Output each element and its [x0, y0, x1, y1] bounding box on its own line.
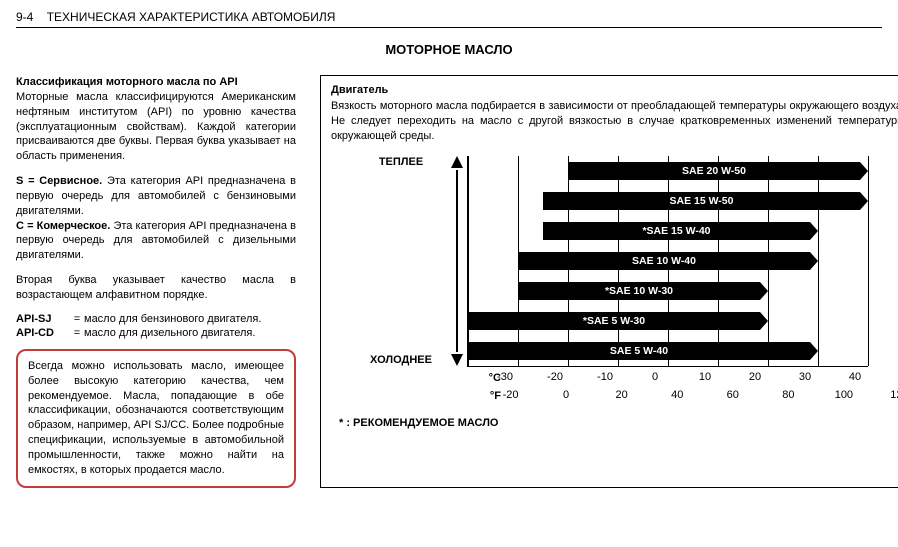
equals-sign: = [70, 327, 84, 339]
axis-tick: 20 [616, 389, 628, 401]
axis-f-unit: °F [467, 390, 505, 402]
axis-tick: -20 [547, 371, 563, 383]
axis-tick: -10 [597, 371, 613, 383]
axis-tick: 10 [699, 371, 711, 383]
page-header: 9-4 ТЕХНИЧЕСКАЯ ХАРАКТЕРИСТИКА АВТОМОБИЛ… [16, 10, 882, 28]
label-warmer: ТЕПЛЕЕ [379, 156, 423, 168]
oil-bar: SAE 10 W-40 [518, 252, 810, 270]
right-column: Двигатель Вязкость моторного масла подби… [320, 75, 898, 488]
axis-tick: 120 [890, 389, 898, 401]
axis-fahrenheit: °F -20 0 20 40 60 80 100 120 [467, 389, 898, 403]
api-sj-term: API-SJ [16, 313, 70, 325]
axis-celsius: °C -30-20-1001020304050 [467, 371, 898, 385]
oil-bar: *SAE 10 W-30 [518, 282, 760, 300]
axis-tick: -20 [503, 389, 519, 401]
c-term: C = Комерческое. [16, 220, 110, 232]
gridline [868, 156, 869, 366]
api-cd-term: API-CD [16, 327, 70, 339]
arrow-up-icon [451, 156, 463, 168]
axis-f-ticks: -20 0 20 40 60 80 100 120 [505, 389, 898, 403]
engine-body: Вязкость моторного масла подбирается в з… [331, 99, 898, 144]
oil-bar: *SAE 15 W-40 [543, 222, 810, 240]
second-letter-text: Вторая буква указывает качество масла в … [16, 273, 296, 303]
engine-title: Двигатель [331, 84, 898, 96]
axis-tick: 40 [671, 389, 683, 401]
main-title: МОТОРНОЕ МАСЛО [16, 42, 882, 57]
note-text: Всегда можно использовать масло, имеющее… [28, 360, 284, 476]
gridline [468, 156, 469, 366]
temperature-arrow [451, 156, 463, 366]
api-cd-row: API-CD = масло для дизельного двигателя. [16, 327, 296, 339]
chart-footnote: * : РЕКОМЕНДУЕМОЕ МАСЛО [339, 417, 898, 429]
oil-bar: *SAE 5 W-30 [468, 312, 760, 330]
axis-tick: 60 [727, 389, 739, 401]
axis-tick: 80 [782, 389, 794, 401]
oil-bar: SAE 5 W-40 [468, 342, 810, 360]
s-term: S = Сервисное. [16, 175, 102, 187]
gridline [818, 156, 819, 366]
equals-sign: = [70, 313, 84, 325]
left-column: Классификация моторного масла по API Мот… [16, 75, 296, 488]
oil-bar: SAE 15 W-50 [543, 192, 860, 210]
classification-body: Моторные масла классифицируются Американ… [16, 91, 296, 162]
viscosity-chart: ТЕПЛЕЕ ХОЛОДНЕЕ SAE 20 W-50 SAE 15 W-50 *S… [357, 156, 898, 403]
classification-title: Классификация моторного масла по API [16, 76, 238, 88]
chart-plot: SAE 20 W-50 SAE 15 W-50 *SAE 15 W-40 SAE 10… [467, 156, 868, 367]
axis-tick: 0 [563, 389, 569, 401]
page-title: ТЕХНИЧЕСКАЯ ХАРАКТЕРИСТИКА АВТОМОБИЛЯ [47, 10, 336, 24]
axis-tick: 100 [835, 389, 853, 401]
axis-tick: 0 [652, 371, 658, 383]
axis-tick: 20 [749, 371, 761, 383]
axis-c-ticks: -30-20-1001020304050 [505, 371, 898, 385]
axis-tick: -30 [497, 371, 513, 383]
page-number: 9-4 [16, 10, 33, 24]
arrow-down-icon [451, 354, 463, 366]
label-colder: ХОЛОДНЕЕ [370, 354, 432, 366]
axis-tick: 40 [849, 371, 861, 383]
api-cd-text: масло для дизельного двигателя. [84, 327, 296, 339]
api-sj-text: масло для бензинового двигателя. [84, 313, 296, 325]
api-sj-row: API-SJ = масло для бензинового двигателя… [16, 313, 296, 325]
oil-bar: SAE 20 W-50 [568, 162, 860, 180]
note-box: Всегда можно использовать масло, имеющее… [16, 349, 296, 488]
axis-tick: 30 [799, 371, 811, 383]
